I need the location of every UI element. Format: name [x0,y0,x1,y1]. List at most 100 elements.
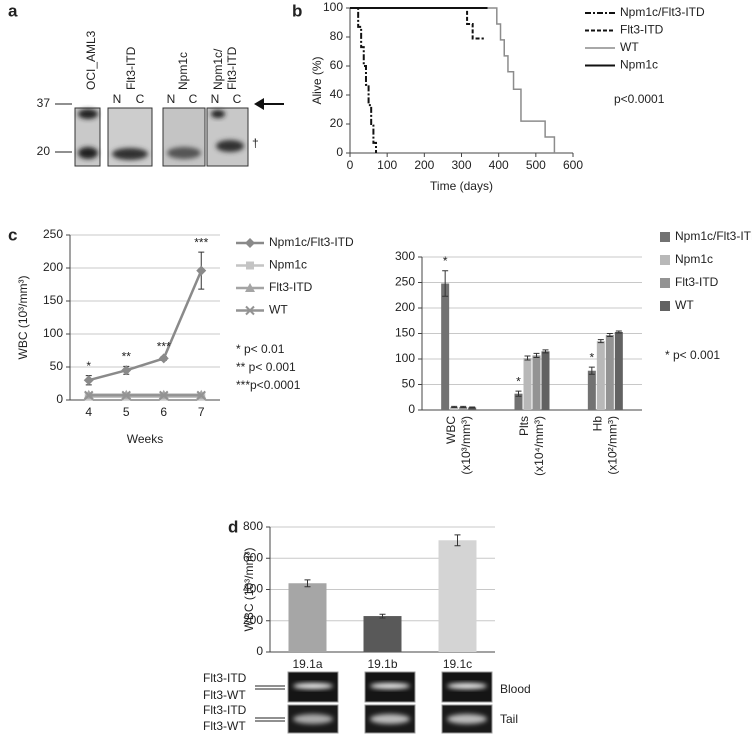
bar [614,331,623,410]
line [350,7,556,153]
y-tick-label: 50 [402,377,416,391]
x-tick-label: 6 [160,405,167,419]
x-axis-label: Weeks [127,432,163,446]
blot-box [206,107,249,167]
annotation: * [589,350,594,364]
legend-marker [245,238,255,248]
bar [363,616,402,652]
error-bar [533,352,540,358]
legend-label: Npm1c [269,258,307,272]
x-tick-label: 19.1a [292,657,322,671]
error-bar [606,333,613,338]
x-tick-label: 500 [526,158,546,172]
legend-marker [246,261,254,270]
dagger: † [252,136,259,150]
gel-row-label: Blood [500,682,531,696]
legend-swatch [660,232,670,242]
gel-row-label: Tail [500,712,518,726]
annotation: *** [194,235,208,249]
gel-label: Flt3-ITD [203,703,247,717]
y-tick-label: 0 [56,392,63,406]
y-axis-label: WBC (10³/mm³) [242,548,256,632]
legend-label: Npm1c [675,252,713,266]
y-tick-label: 200 [395,300,415,314]
x-tick-label: Plts [517,416,531,436]
y-axis-label: WBC (10³/mm³) [16,276,30,360]
fraction-label: C [189,92,198,106]
line [350,7,484,40]
panel-label: c [8,225,17,244]
legend-label: WT [269,303,288,317]
x-tick-label: 300 [451,158,471,172]
legend-swatch [660,255,670,265]
marker [84,390,94,401]
bar [468,407,477,410]
mw-marker: 37 [37,96,51,110]
error-bar [588,366,595,375]
x-tick-label: (x10⁴/mm³) [532,416,546,476]
x-tick-label: 4 [85,405,92,419]
marker [196,265,207,276]
error-bar [442,270,449,297]
y-tick-label: 0 [256,644,263,658]
fraction-label: C [233,92,242,106]
legend-swatch [660,301,670,311]
marker [196,390,206,401]
y-tick-label: 800 [243,519,263,533]
gel-label: Flt3-WT [203,719,246,733]
bar [541,351,550,410]
y-tick-label: 300 [395,249,415,263]
legend-label: Npm1c/Flt3-ITD [675,229,752,243]
gel-band [447,683,487,689]
bar [288,583,327,652]
y-tick-label: 50 [50,359,64,373]
note: * p< 0.001 [665,348,720,362]
arrow-head [254,98,264,110]
panel-label: a [8,1,18,20]
y-tick-label: 200 [243,613,263,627]
band [78,109,98,119]
error-bar [615,330,622,334]
error-bar [454,534,461,547]
annotation: * [516,374,521,388]
gel-label: Flt3-ITD [203,671,247,685]
x-tick-label: 5 [123,405,130,419]
y-tick-label: 150 [395,326,415,340]
bar [450,406,459,410]
x-tick-label: 200 [414,158,434,172]
blot: OCI_AML3 Flt3-ITD Npm1c Npm1c/ Flt3-ITD … [37,30,284,167]
legend-label: WT [620,40,639,54]
legend-label: WT [675,298,694,312]
y-tick-label: 600 [243,550,263,564]
x-tick-label: (x10²/mm³) [606,416,620,475]
error-bar [542,349,549,354]
bar [596,341,605,410]
legend-marker [245,305,255,316]
y-tick-label: 60 [330,58,344,72]
y-tick-label: 150 [43,293,63,307]
marker [83,375,94,386]
band [112,148,148,160]
lane-label: OCI_AML3 [84,30,98,90]
legend-swatch [660,278,670,288]
gel-label: Flt3-WT [203,688,246,702]
line [88,270,203,382]
annotation: *** [157,340,171,354]
y-tick-label: 80 [330,29,344,43]
note: * p< 0.01 [236,342,285,356]
x-tick-label: 19.1c [443,657,472,671]
fraction-label: N [211,92,220,106]
gel-band [447,714,487,724]
x-tick-label: 400 [489,158,509,172]
bar [587,370,596,410]
x-tick-label: 19.1b [367,657,397,671]
gel-band [370,714,410,724]
legend-label: Npm1c/Flt3-ITD [269,235,354,249]
x-tick-label: 7 [198,405,205,419]
x-tick-label: Hb [591,416,605,432]
y-axis-label: Alive (%) [310,56,324,104]
y-tick-label: 40 [330,87,344,101]
lane-label: Flt3-ITD [124,46,138,90]
y-tick-label: 400 [243,582,263,596]
legend-label: Npm1c [620,58,658,72]
